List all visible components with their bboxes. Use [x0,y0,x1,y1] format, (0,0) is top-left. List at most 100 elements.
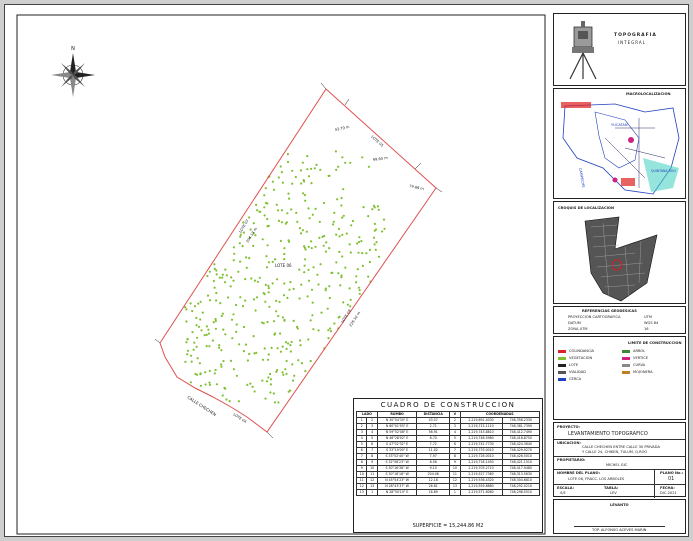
vegetation-point [312,328,315,331]
vegetation-point [265,266,269,269]
vegetation-point [373,222,376,225]
vegetation-point [307,338,310,341]
vegetation-point [283,247,286,250]
vegetation-point [341,216,344,219]
location-label: UBICACION: [557,441,581,445]
logo-subtitle: INTEGRAL [618,40,646,45]
vegetation-points [184,150,386,404]
vegetation-point [360,240,363,243]
vegetation-point [367,215,370,218]
vegetation-point [232,246,235,249]
vegetation-point [277,219,281,222]
vegetation-point [304,199,307,202]
vegetation-point [327,174,330,177]
vegetation-point [264,187,267,190]
vegetation-point [316,273,319,276]
vegetation-point [287,192,290,195]
vegetation-point [303,264,306,267]
legend-label: COLINDANCIA [569,349,594,353]
vegetation-point [286,212,289,215]
vegetation-point [261,358,265,361]
vegetation-point [255,296,259,299]
vegetation-point [277,176,280,179]
vegetation-point [246,383,249,386]
vegetation-point [230,276,233,279]
vegetation-point [195,345,198,348]
vegetation-point [237,270,240,273]
vegetation-point [299,344,302,347]
vegetation-point [189,302,192,305]
vegetation-point [299,169,303,172]
vegetation-point [239,296,242,299]
vegetation-point [271,260,274,263]
vegetation-point [186,338,189,341]
vegetation-point [306,168,309,171]
vegetation-point [358,292,361,295]
location-value-1: CALLE CHECHEN ENTRE CALLE 30 PRIVADA [582,445,660,449]
legend-item: LOTE [558,363,620,369]
vegetation-point [245,256,248,259]
vegetation-point [204,383,207,386]
vegetation-point [265,255,268,258]
vegetation-point [367,275,370,278]
vegetation-point [272,188,276,191]
macro-label-0: CAMPECHE [578,167,586,188]
vegetation-point [283,282,286,285]
vegetation-point [383,227,386,230]
vegetation-point [280,221,283,224]
vegetation-point [291,363,294,366]
vegetation-point [337,272,340,275]
vegetation-point [289,281,292,284]
vegetation-point [320,311,323,314]
vegetation-point [310,182,313,185]
vegetation-point [248,216,251,219]
vegetation-point [275,278,279,281]
vegetation-point [222,328,225,331]
vegetation-point [239,235,242,238]
vegetation-point [338,250,341,253]
vegetation-point [214,327,217,330]
vegetation-point [280,171,283,174]
vegetation-point [193,341,196,344]
vegetation-point [275,310,278,313]
vegetation-point [238,343,241,346]
vegetation-point [254,309,257,312]
vegetation-point [307,207,310,210]
vegetation-point [220,363,223,366]
vegetation-point [303,194,306,197]
vegetation-point [307,268,310,271]
vegetation-point [289,350,292,353]
vegetation-point [213,372,216,375]
vegetation-point [185,308,188,311]
vegetation-point [349,251,352,254]
vegetation-point [295,325,299,328]
vegetation-point [213,267,216,270]
drawing-frame [16,14,546,535]
vegetation-point [269,372,272,376]
vegetation-point [287,342,290,345]
signature-name: TOP. ALFONSO ACEVES MARIN [592,528,647,532]
vegetation-point [272,392,275,395]
vegetation-point [191,310,194,313]
vegetation-point [350,224,353,227]
vegetation-point [300,362,303,365]
vegetation-point [278,300,281,303]
croquis-map [584,216,658,302]
vegetation-point [357,251,360,254]
vegetation-point [189,381,192,384]
vegetation-point [361,264,364,267]
vegetation-point [314,245,317,248]
vegetation-point [246,359,249,362]
legend-item: CERCA [558,377,620,383]
vegetation-point [242,350,245,353]
vegetation-point [375,241,378,244]
vegetation-point [200,329,203,332]
vegetation-point [344,266,347,269]
vegetation-point [307,279,311,282]
construction-table-cell: 1 [449,489,461,496]
vegetation-point [328,247,331,250]
vegetation-point [225,398,228,401]
vegetation-point [291,169,294,172]
vegetation-point [205,325,208,328]
